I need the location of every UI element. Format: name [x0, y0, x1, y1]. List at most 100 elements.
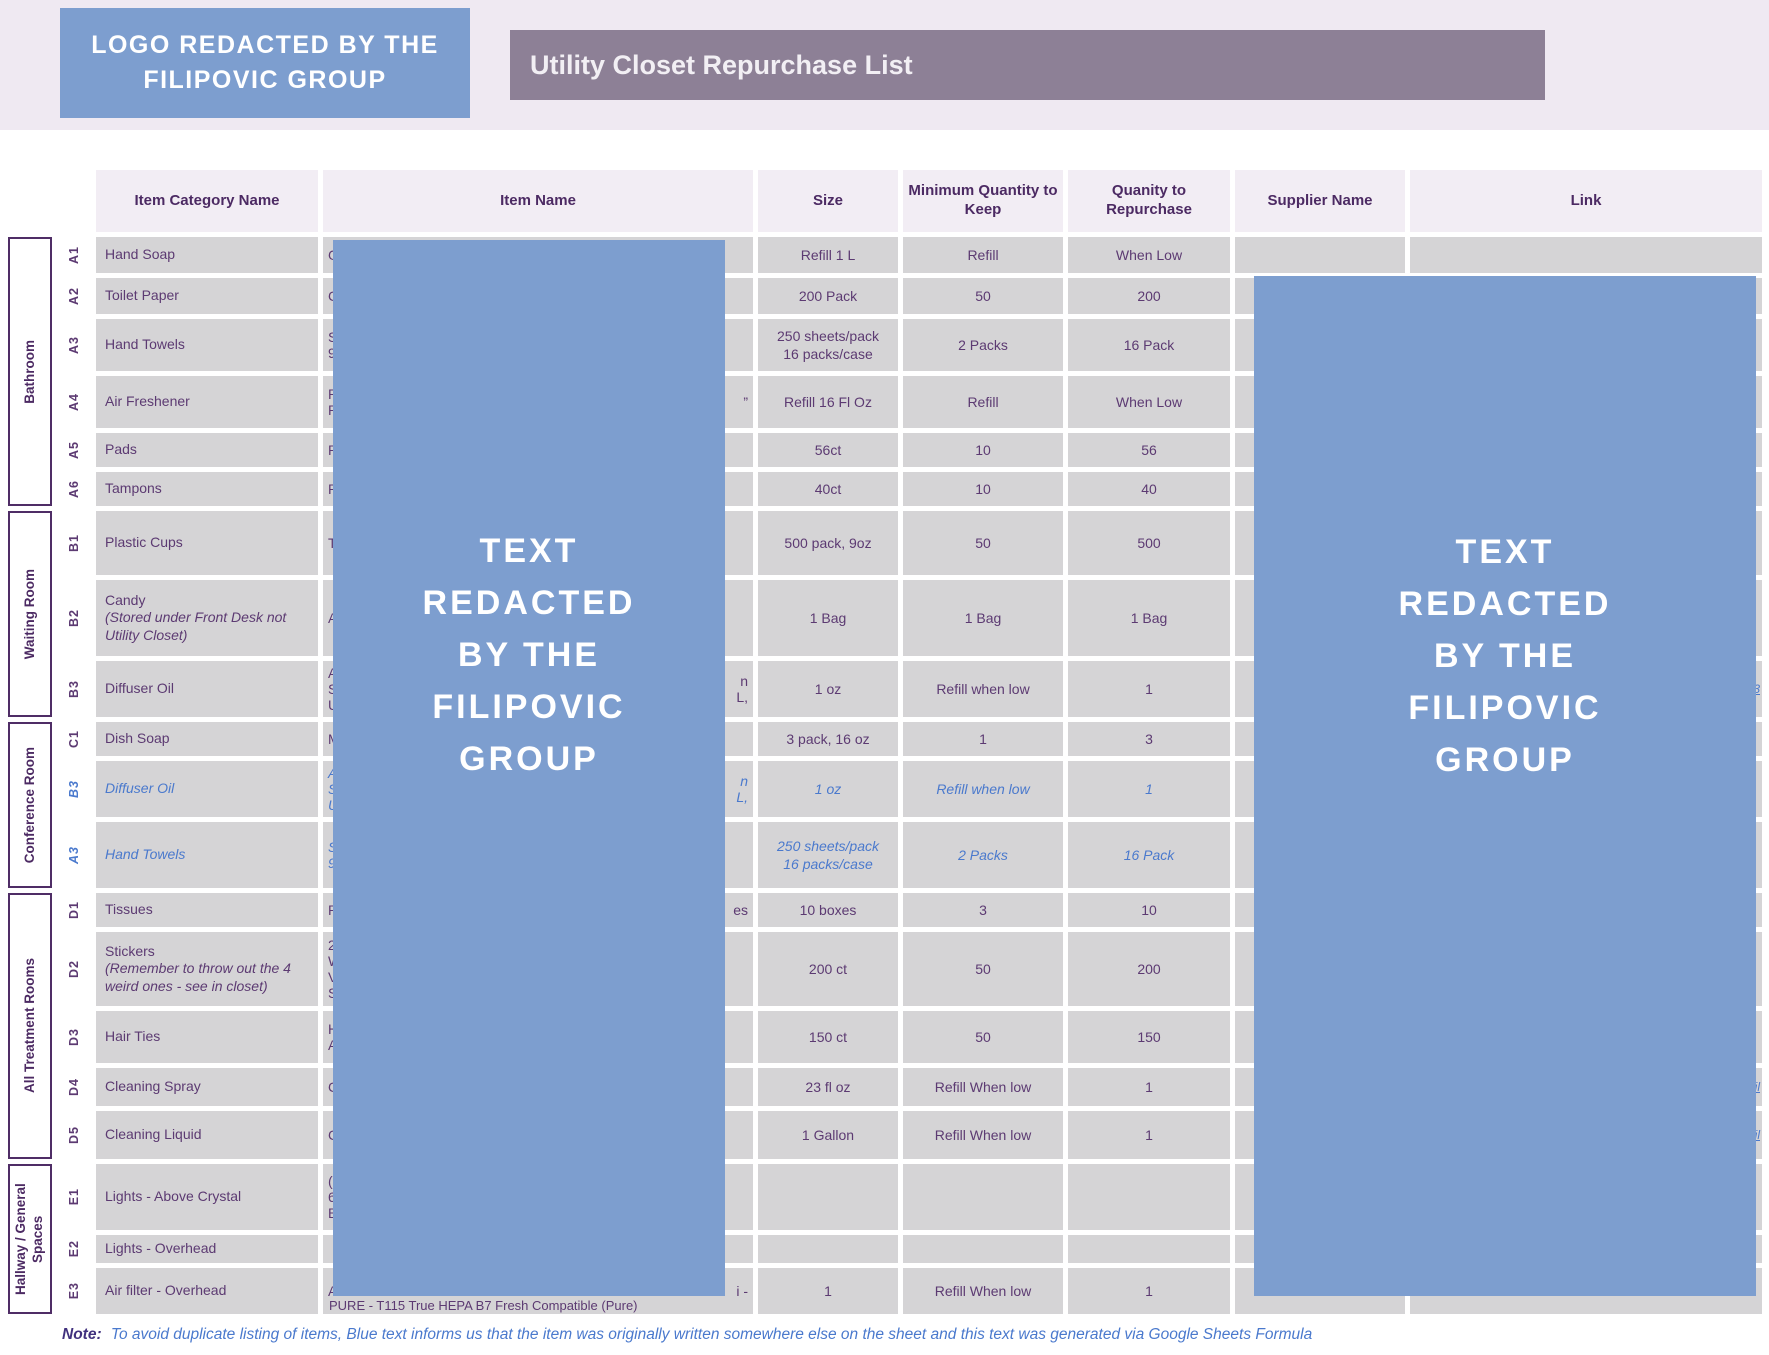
cell-quantity-repurchase: 1: [1068, 661, 1230, 717]
cell-min-quantity: 1 Bag: [903, 580, 1063, 656]
group-label-waiting-room: Waiting Room: [8, 511, 52, 717]
cell-category: Dish Soap: [96, 722, 318, 756]
row-id: D3: [67, 1028, 81, 1046]
cell-size: 200 Pack: [758, 278, 898, 314]
cell-min-quantity: 10: [903, 433, 1063, 467]
cell-category: Hand Towels: [96, 822, 318, 888]
cell-min-quantity: 3: [903, 893, 1063, 927]
cell-category: Tissues: [96, 893, 318, 927]
cell-size: Refill 16 Fl Oz: [758, 376, 898, 428]
cell-category: Plastic Cups: [96, 511, 318, 575]
cell-size: 1 Bag: [758, 580, 898, 656]
column-header-quantity-to-repurchase: Quanity to Repurchase: [1068, 170, 1230, 232]
redaction-text: TEXT REDACTED BY THE FILIPOVIC GROUP: [422, 532, 636, 778]
row-id: E2: [67, 1240, 81, 1258]
cell-min-quantity: Refill When low: [903, 1268, 1063, 1314]
cell-min-quantity: 50: [903, 1011, 1063, 1063]
cell-size: 3 pack, 16 oz: [758, 722, 898, 756]
group-label-hallway-general-spaces: Hallway / General Spaces: [8, 1164, 52, 1314]
cell-category: Lights - Above Crystal: [96, 1164, 318, 1230]
link-fragment[interactable]: il: [1754, 1080, 1760, 1094]
cell-quantity-repurchase: 200: [1068, 932, 1230, 1006]
cell-quantity-repurchase: 500: [1068, 511, 1230, 575]
column-header-supplier-name: Supplier Name: [1235, 170, 1405, 232]
cell-size: 1 Gallon: [758, 1111, 898, 1159]
cell-size: 200 ct: [758, 932, 898, 1006]
link-fragment[interactable]: 3: [1753, 682, 1760, 696]
cell-size: 250 sheets/pack 16 packs/case: [758, 319, 898, 371]
column-header-item-category-name: Item Category Name: [96, 170, 318, 232]
cell-quantity-repurchase: When Low: [1068, 237, 1230, 273]
row-id: A2: [67, 287, 81, 305]
cell-size: [758, 1164, 898, 1230]
cell-min-quantity: 50: [903, 278, 1063, 314]
cell-quantity-repurchase: 16 Pack: [1068, 319, 1230, 371]
cell-category: Hand Towels: [96, 319, 318, 371]
row-id: A4: [67, 393, 81, 411]
cell-category: Cleaning Spray: [96, 1068, 318, 1106]
page-title: Utility Closet Repurchase List: [530, 49, 913, 80]
cell-min-quantity: 10: [903, 472, 1063, 506]
row-id: D5: [67, 1126, 81, 1144]
cell-supplier: [1235, 237, 1405, 273]
cell-category: Lights - Overhead: [96, 1235, 318, 1263]
cell-quantity-repurchase: When Low: [1068, 376, 1230, 428]
cell-size: [758, 1235, 898, 1263]
cell-size: 150 ct: [758, 1011, 898, 1063]
cell-category: Toilet Paper: [96, 278, 318, 314]
cell-size: 250 sheets/pack 16 packs/case: [758, 822, 898, 888]
cell-quantity-repurchase: [1068, 1164, 1230, 1230]
cell-quantity-repurchase: 1 Bag: [1068, 580, 1230, 656]
cell-category: Tampons: [96, 472, 318, 506]
cell-quantity-repurchase: 3: [1068, 722, 1230, 756]
row-id: B2: [67, 609, 81, 627]
row-id: A3: [67, 846, 81, 864]
row-id: E1: [67, 1188, 81, 1206]
cell-size: 23 fl oz: [758, 1068, 898, 1106]
logo-redaction-box: LOGO REDACTED BY THE FILIPOVIC GROUP: [60, 8, 470, 118]
cell-min-quantity: 50: [903, 932, 1063, 1006]
logo-text: LOGO REDACTED BY THE FILIPOVIC GROUP: [91, 31, 439, 94]
footnote: Note: To avoid duplicate listing of item…: [62, 1326, 1312, 1344]
row-id: B1: [67, 534, 81, 552]
cell-quantity-repurchase: 10: [1068, 893, 1230, 927]
cell-size: 500 pack, 9oz: [758, 511, 898, 575]
cell-quantity-repurchase: 150: [1068, 1011, 1230, 1063]
cell-category: Air filter - Overhead: [96, 1268, 318, 1314]
column-header-link: Link: [1410, 170, 1762, 232]
cell-quantity-repurchase: [1068, 1235, 1230, 1263]
cell-size: 1: [758, 1268, 898, 1314]
redaction-overlay-supplier-link: TEXT REDACTED BY THE FILIPOVIC GROUP: [1254, 276, 1756, 1296]
row-id: A1: [67, 246, 81, 264]
row-id: D4: [67, 1078, 81, 1096]
cell-min-quantity: 2 Packs: [903, 319, 1063, 371]
cell-category: Candy (Stored under Front Desk not Utilit…: [96, 580, 318, 656]
row-id: C1: [67, 730, 81, 748]
footnote-text: To avoid duplicate listing of items, Blu…: [110, 1326, 1313, 1343]
cell-size: 56ct: [758, 433, 898, 467]
column-header-minimum-quantity: Minimum Quantity to Keep: [903, 170, 1063, 232]
group-label-bathroom: Bathroom: [8, 237, 52, 506]
cell-quantity-repurchase: 40: [1068, 472, 1230, 506]
row-id: A5: [67, 441, 81, 459]
cell-category: Diffuser Oil: [96, 661, 318, 717]
cell-quantity-repurchase: 16 Pack: [1068, 822, 1230, 888]
row-id: A3: [67, 336, 81, 354]
cell-size: 1 oz: [758, 761, 898, 817]
row-id: B3: [67, 680, 81, 698]
cell-min-quantity: Refill When low: [903, 1068, 1063, 1106]
cell-category: Diffuser Oil: [96, 761, 318, 817]
column-header-size: Size: [758, 170, 898, 232]
cell-quantity-repurchase: 200: [1068, 278, 1230, 314]
cell-quantity-repurchase: 1: [1068, 761, 1230, 817]
link-fragment[interactable]: il: [1754, 1128, 1760, 1142]
cell-quantity-repurchase: 1: [1068, 1268, 1230, 1314]
row-id: B3: [67, 780, 81, 798]
cell-category: Air Freshener: [96, 376, 318, 428]
cell-link: [1410, 237, 1762, 273]
group-label-all-treatment-rooms: All Treatment Rooms: [8, 893, 52, 1159]
cell-min-quantity: Refill: [903, 376, 1063, 428]
cell-min-quantity: Refill when low: [903, 761, 1063, 817]
cell-quantity-repurchase: 1: [1068, 1068, 1230, 1106]
cell-size: Refill 1 L: [758, 237, 898, 273]
